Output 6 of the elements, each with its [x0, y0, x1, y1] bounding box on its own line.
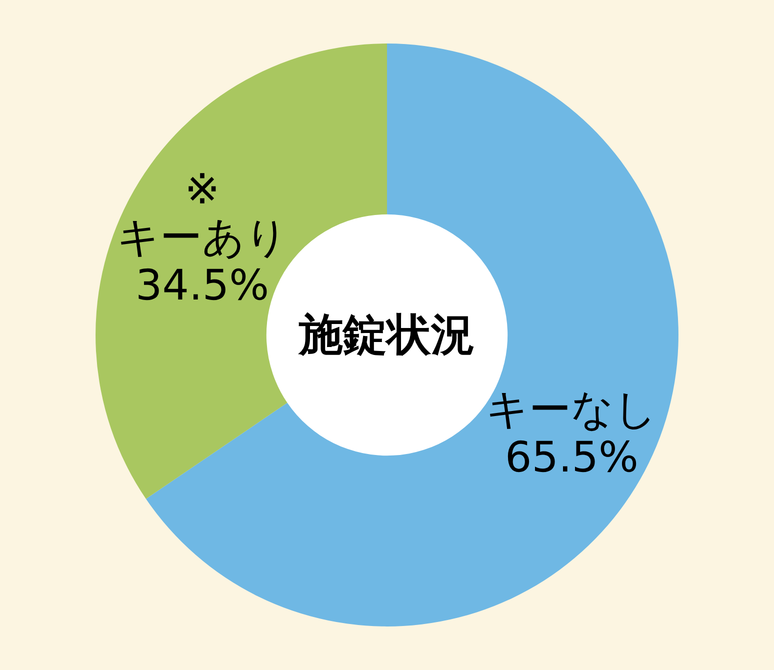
text: ※ [184, 164, 220, 214]
text: 施錠状況 [297, 310, 475, 360]
slice-label: キーあり [116, 212, 288, 262]
data-label: 34.5% [136, 260, 269, 310]
slice-label: キーなし [486, 384, 658, 434]
data-label: 65.5% [505, 432, 638, 482]
